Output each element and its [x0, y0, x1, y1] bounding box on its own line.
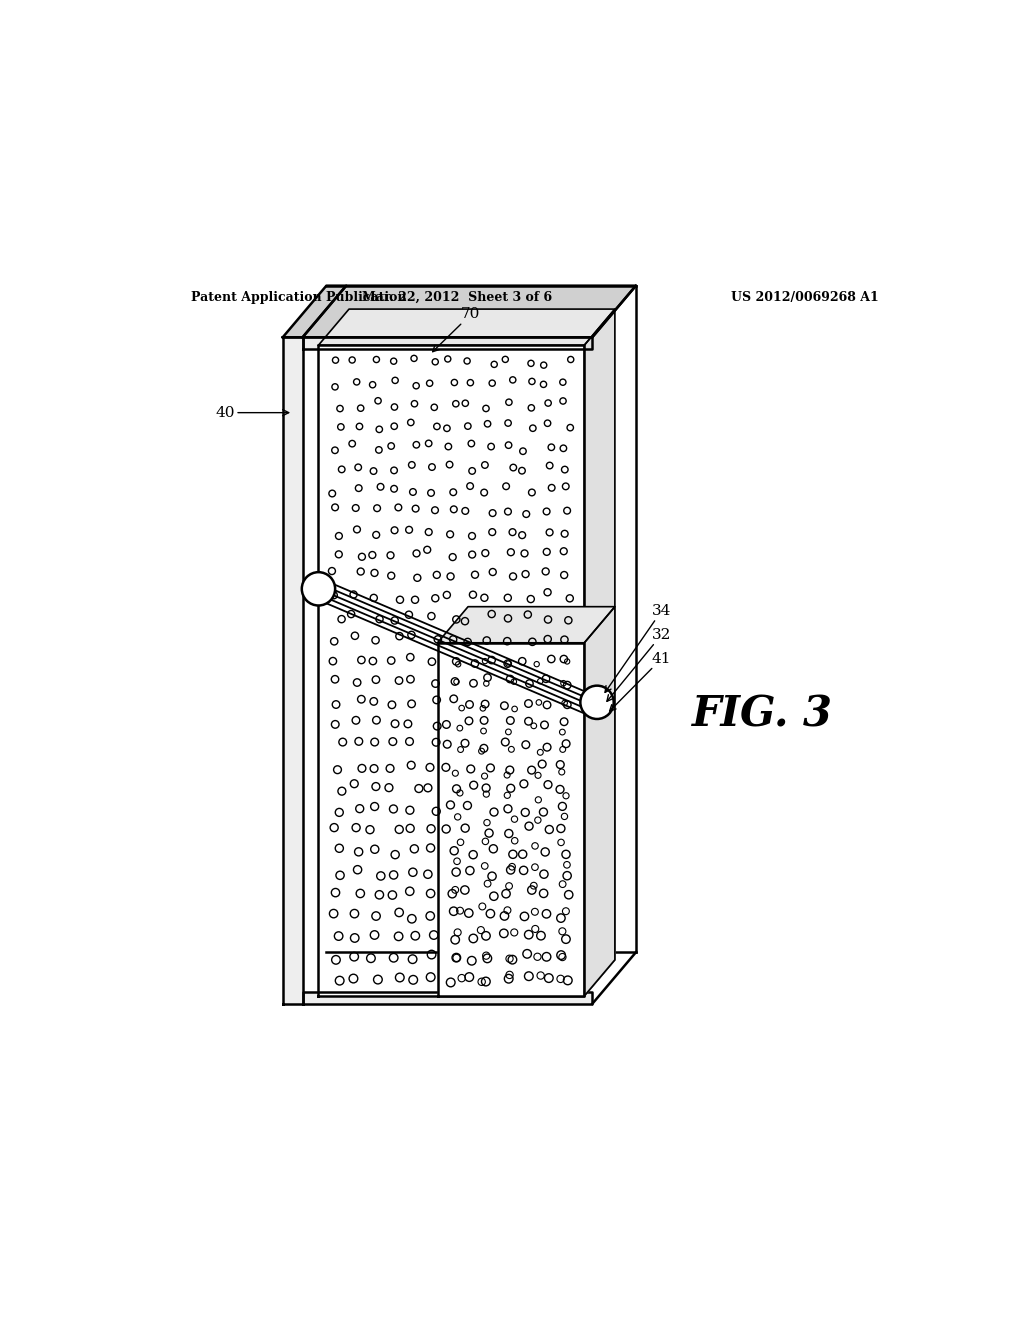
- Polygon shape: [303, 991, 592, 1005]
- Text: 34: 34: [605, 605, 671, 693]
- Text: 40: 40: [216, 405, 289, 420]
- Polygon shape: [437, 607, 614, 643]
- Text: 32: 32: [607, 628, 671, 701]
- Polygon shape: [303, 337, 592, 350]
- Polygon shape: [437, 643, 585, 997]
- Polygon shape: [303, 285, 636, 337]
- Polygon shape: [318, 309, 614, 346]
- Circle shape: [302, 572, 335, 606]
- Text: US 2012/0069268 A1: US 2012/0069268 A1: [731, 292, 879, 304]
- Polygon shape: [283, 337, 303, 1005]
- Text: 41: 41: [609, 652, 672, 711]
- Polygon shape: [585, 309, 614, 997]
- Text: FIG. 3: FIG. 3: [692, 693, 834, 735]
- Polygon shape: [585, 607, 614, 997]
- Text: 70: 70: [433, 308, 480, 351]
- Circle shape: [581, 685, 613, 719]
- Polygon shape: [283, 285, 346, 337]
- Polygon shape: [318, 346, 585, 997]
- Text: Patent Application Publication: Patent Application Publication: [191, 292, 407, 304]
- Text: Mar. 22, 2012  Sheet 3 of 6: Mar. 22, 2012 Sheet 3 of 6: [362, 292, 552, 304]
